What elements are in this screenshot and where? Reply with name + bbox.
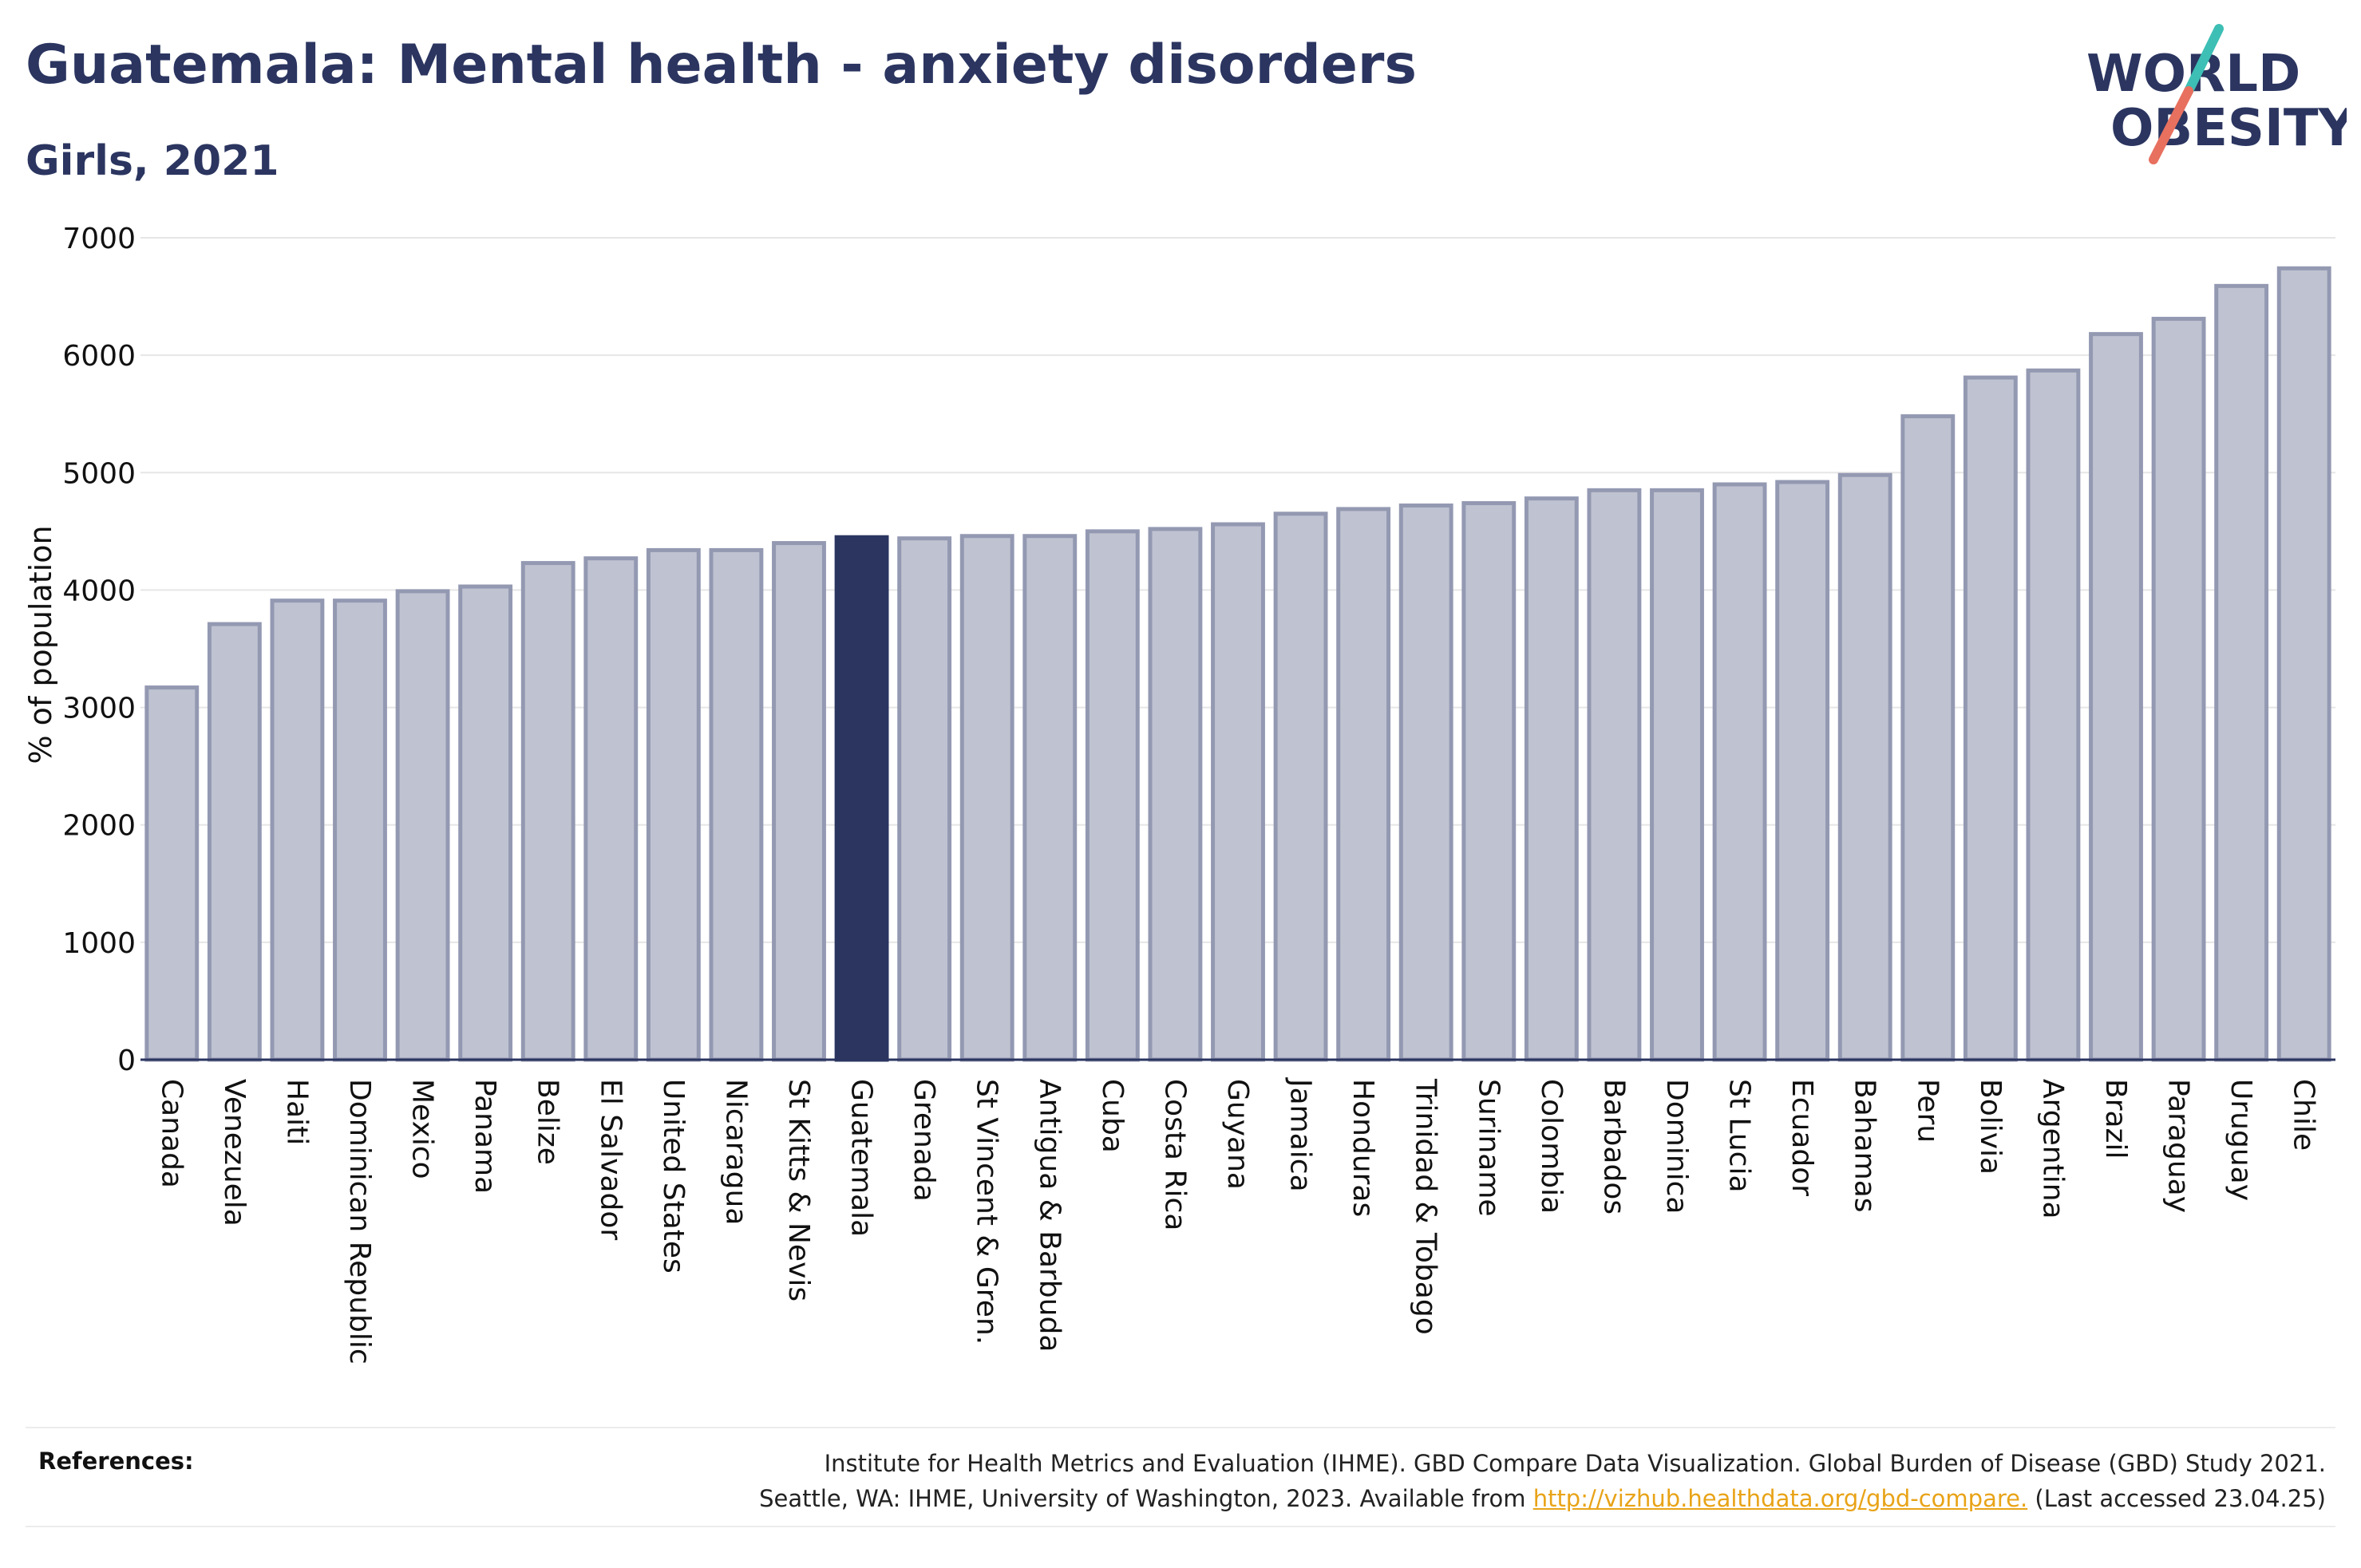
bar — [1650, 488, 1704, 1062]
bar — [772, 541, 826, 1062]
references-label: References: — [38, 1448, 194, 1475]
references-line-2: Seattle, WA: IHME, University of Washing… — [570, 1481, 2326, 1516]
x-tick-label: Bolivia — [1974, 1079, 2007, 1175]
bar — [333, 598, 387, 1062]
x-tick-label: Mexico — [406, 1079, 439, 1179]
x-tick-label: Peru — [1911, 1079, 1944, 1143]
bar — [2276, 266, 2331, 1062]
references-divider-bottom — [26, 1526, 2335, 1527]
bar — [1211, 522, 1265, 1062]
logo-line-2: OBESITY — [2110, 99, 2347, 158]
x-tick-label: Canada — [155, 1079, 188, 1188]
y-axis-label: % of population — [23, 525, 58, 764]
x-tick-label: Honduras — [1347, 1079, 1379, 1217]
bar — [207, 622, 262, 1062]
bar — [1273, 511, 1328, 1062]
bar — [959, 534, 1014, 1062]
x-tick-label: Chile — [2288, 1079, 2320, 1151]
x-tick-label: Belize — [532, 1079, 564, 1165]
bar — [1398, 503, 1453, 1062]
bar — [1524, 496, 1579, 1062]
bar — [1963, 375, 2018, 1062]
bar — [1085, 529, 1140, 1062]
x-tick-label: United States — [657, 1079, 690, 1274]
references-link[interactable]: http://vizhub.healthdata.org/gbd-compare… — [1532, 1485, 2028, 1512]
bar — [2089, 332, 2143, 1062]
chart-title: Guatemala: Mental health - anxiety disor… — [26, 34, 1417, 97]
y-tick-label: 3000 — [62, 693, 136, 725]
y-tick-label: 6000 — [62, 340, 136, 373]
x-tick-label: Trinidad & Tobago — [1410, 1078, 1442, 1335]
bar — [1712, 482, 1767, 1062]
x-tick-label: Haiti — [280, 1079, 313, 1145]
x-tick-label: Antigua & Barbuda — [1033, 1079, 1066, 1352]
references-divider-top — [26, 1427, 2335, 1428]
references-text: Institute for Health Metrics and Evaluat… — [570, 1446, 2326, 1516]
x-tick-label: Panama — [469, 1079, 501, 1194]
bar — [1022, 534, 1078, 1062]
y-tick-labels: 0 1000 2000 3000 4000 5000 6000 7000 — [62, 223, 136, 1077]
x-tick-label: Jamaica — [1284, 1077, 1317, 1192]
x-tick-label: Argentina — [2036, 1079, 2069, 1219]
logo-slash-teal — [2184, 24, 2224, 96]
y-tick-label: 0 — [117, 1045, 136, 1077]
references-line-1: Institute for Health Metrics and Evaluat… — [824, 1450, 2326, 1477]
y-tick-label: 2000 — [62, 810, 136, 843]
x-tick-labels: Canada Venezuela Haiti Dominican Republic Me… — [155, 1077, 2319, 1365]
bar — [1900, 414, 1956, 1062]
y-tick-label: 1000 — [62, 927, 136, 960]
references-line-2-suffix: (Last accessed 23.04.25) — [2027, 1485, 2326, 1512]
references-line-2-prefix: Seattle, WA: IHME, University of Washing… — [759, 1485, 1533, 1512]
bar — [897, 536, 952, 1062]
bar — [1336, 507, 1391, 1062]
bar — [395, 589, 450, 1062]
x-tick-label: St Kitts & Nevis — [782, 1079, 815, 1301]
bar-chart: 0 1000 2000 3000 4000 5000 6000 7000 Canada Vene… — [23, 223, 2335, 1365]
y-tick-label: 4000 — [62, 575, 136, 607]
x-tick-label: Nicaragua — [719, 1079, 752, 1225]
bar — [709, 547, 764, 1062]
bar — [520, 561, 575, 1062]
x-tick-label: Dominica — [1660, 1079, 1693, 1215]
bar — [583, 556, 639, 1062]
bar — [1148, 527, 1203, 1062]
x-tick-label: Dominican Republic — [343, 1079, 376, 1365]
y-tick-label: 5000 — [62, 457, 136, 490]
bar — [1587, 488, 1642, 1062]
x-tick-label: Colombia — [1535, 1079, 1568, 1214]
x-tick-label: Barbados — [1597, 1079, 1630, 1215]
x-tick-label: Guyana — [1221, 1079, 1254, 1190]
x-tick-label: Ecuador — [1786, 1079, 1818, 1196]
x-tick-label: Costa Rica — [1158, 1079, 1191, 1230]
bar — [1461, 501, 1517, 1062]
bar — [2151, 317, 2206, 1062]
chart-subtitle: Girls, 2021 — [26, 137, 279, 185]
x-tick-label: St Lucia — [1723, 1079, 1756, 1193]
bar-highlighted — [834, 535, 889, 1062]
bar — [2214, 283, 2269, 1062]
x-tick-label: Guatemala — [845, 1079, 878, 1237]
x-tick-label: Venezuela — [218, 1079, 251, 1226]
y-tick-label: 7000 — [62, 223, 136, 255]
x-tick-label: Bahamas — [1849, 1079, 1881, 1213]
bar — [646, 547, 701, 1062]
x-tick-label: Paraguay — [2162, 1079, 2195, 1213]
x-tick-label: El Salvador — [594, 1079, 627, 1240]
x-tick-label: Brazil — [2099, 1079, 2132, 1159]
x-tick-label: Grenada — [908, 1079, 940, 1202]
x-tick-label: St Vincent & Gren. — [971, 1079, 1003, 1345]
x-tick-label: Uruguay — [2225, 1079, 2257, 1201]
bar — [458, 584, 513, 1062]
logo-slash-coral — [2149, 86, 2193, 164]
bar — [2026, 368, 2081, 1062]
x-tick-label: Suriname — [1472, 1079, 1505, 1217]
bars — [144, 266, 2331, 1062]
bar — [1837, 472, 1892, 1062]
bar — [144, 685, 200, 1062]
x-tick-label: Cuba — [1096, 1079, 1129, 1153]
world-obesity-logo: WORLD OBESITY — [2086, 24, 2347, 164]
bar — [1775, 480, 1830, 1062]
bar — [270, 598, 325, 1062]
